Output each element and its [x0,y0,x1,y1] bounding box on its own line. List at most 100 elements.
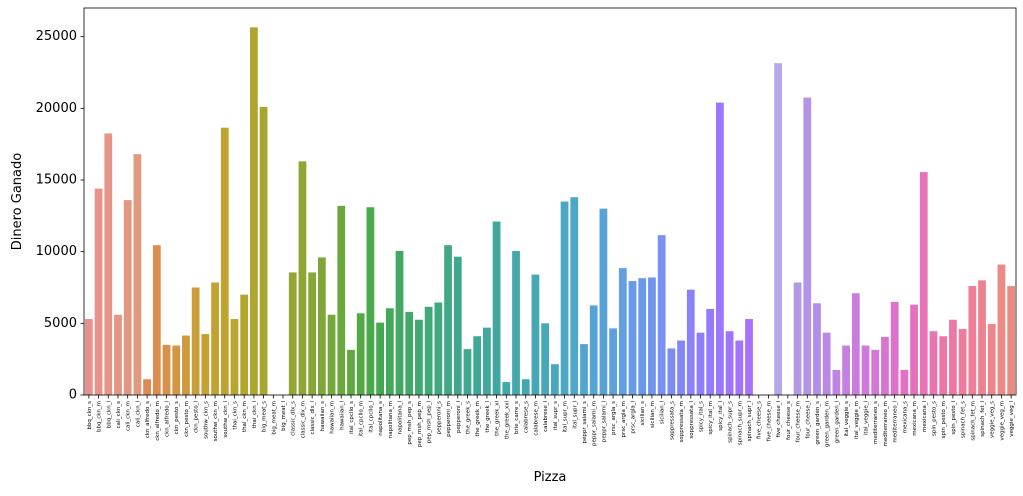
bar-thai-ckn-s [230,319,239,395]
bar-spinach-supr-l [745,319,753,395]
x-tick-label: bbq_ckn_s [87,401,93,430]
x-tick-label: soppressata_m [679,401,685,442]
bar-napolitana-l [395,250,404,395]
y-tick-label: 0 [69,388,77,403]
x-tick-label: ital_supr_l [572,401,578,429]
x-tick-label: southw_ckn_l [223,401,229,438]
x-tick-label: calabrese_m [533,401,539,436]
x-tick-label: ital_veggie_s [844,401,850,437]
x-tick-label: spicy_ital_s [698,401,704,432]
bar-sicilian-m [648,277,656,395]
bar-spinach-supr-s [725,331,734,395]
bar-ital-veggie-m [851,293,860,395]
bar-the-greek-xl [492,221,501,395]
bar-green-garden-s [813,303,821,395]
bar-spinach-supr-m [735,340,744,395]
x-tick-label: the_greek_s [465,401,471,434]
x-tick-label: spin_pesto_s [931,401,937,436]
bar-classic-dlx-m [298,161,307,395]
bar-bbq-ckn-s [84,319,93,395]
x-tick-label: soppressata_s [669,401,675,440]
bar-five-cheese-l [774,63,783,395]
x-tick-label: ital_veggie_l [864,401,870,436]
bar-mexicana-s [900,369,909,395]
x-tick-label: four_cheese_m [796,401,802,442]
bar-ckn-pesto-m [182,335,190,395]
x-tick-label: prsc_argla_s [611,401,617,435]
x-tick-label: veggie_veg_m [999,401,1005,441]
x-tick-label: spinach_fet_s [961,401,967,438]
bar-thai-ckn-m [240,294,249,395]
y-tick-label: 10000 [36,244,77,259]
x-tick-label: spicy_ital_l [718,401,724,431]
x-tick-label: ital_supr_s [553,401,559,430]
bar-soppressata-l [686,289,695,395]
bar-the-greek-xxl [502,382,511,395]
x-tick-label: ital_supr_m [563,401,569,433]
x-tick-label: spinach_supr_l [747,401,753,442]
x-tick-label: classic_dlx_s [291,401,297,436]
x-tick-label: cali_ckn_m [126,401,132,431]
x-tick-label: spin_pesto_m [941,401,947,439]
bar-ital-supr-m [560,201,569,395]
x-tick-label: soppressata_l [689,401,695,439]
x-tick-label: pepperoni_m [446,401,452,437]
x-tick-label: mexicana_s [902,401,908,433]
x-axis-label: Pizza [534,470,567,485]
bar-peppr-salami-m [589,305,598,395]
bars-layer [84,27,1016,396]
x-tick-label: spicy_ital_m [708,401,714,435]
bar-brie-carre-s [512,250,520,395]
x-tick-label: bbq_ckn_m [97,401,103,432]
bar-soppressata-m [677,340,685,395]
bar-sicilian-s [638,278,647,395]
x-tick-label: mexicana_m [912,401,918,436]
x-tick-label: pepperoni_l [456,401,462,434]
x-tick-label: ckn_pesto_s [174,401,180,434]
x-tick-label: ckn_pesto_m [184,401,190,437]
x-tick-label: big_meat_m [271,401,277,435]
x-tick-label: ital_cpcllo_s [349,401,355,434]
bar-spinach-fet-s [958,329,967,395]
x-tick-label: napolitana_m [388,401,394,438]
bar-prsc-argla-l [628,281,637,395]
x-tick-label: mexicana_l [922,401,928,432]
bar-veggie-veg-m [997,264,1006,395]
x-tick-label: five_cheese_s [757,401,763,439]
x-tick-label: ckn_pesto_l [194,401,200,433]
x-tick-label: sicilian_m [650,401,656,428]
x-tick-label: veggie_veg_l [1009,401,1015,437]
bar-veggie-veg-s [987,324,996,395]
bar-ckn-alfredo-m [152,245,161,395]
x-tick-label: southw_ckn_m [213,401,219,441]
bar-prsc-argla-m [618,268,627,395]
x-tick-label: big_meat_s [262,401,268,432]
bar-soppressata-s [667,348,676,395]
x-tick-label: pepperoni_s [436,401,442,435]
bar-ckn-pesto-l [191,287,200,395]
x-tick-label: classic_dlx_l [310,401,316,435]
bar-ckn-alfredo-s [143,379,151,395]
y-axis-ticks: 0 5000 10000 15000 20000 25000 [36,29,84,403]
bar-prsc-argla-s [609,328,617,395]
x-tick-label: veggie_veg_s [990,401,996,438]
bar-ckn-pesto-s [172,345,181,395]
x-tick-label: ckn_alfredo_l [165,401,171,437]
x-tick-label: ital_veggie_m [854,401,860,439]
x-tick-label: brie_carre_s [514,401,520,434]
x-tick-label: the_greek_xxl [504,401,510,440]
bar-four-cheese-l [803,97,812,395]
plot-frame [83,7,1017,396]
bar-mediterraneo-m [881,336,889,395]
x-tick-label: spin_pesto_l [951,401,957,435]
bar-big-meat-s [259,106,268,396]
x-tick-label: calabrese_s [524,401,530,433]
x-tick-label: thai_ckn_s [232,401,238,430]
x-tick-label: prsc_argla_m [621,401,627,437]
x-tick-label: pep_msh_pep_l [427,401,433,444]
x-tick-label: sicilian_s [640,401,646,426]
bar-the-greek-l [483,327,491,395]
bar-ital-cpcllo-s [347,349,355,395]
